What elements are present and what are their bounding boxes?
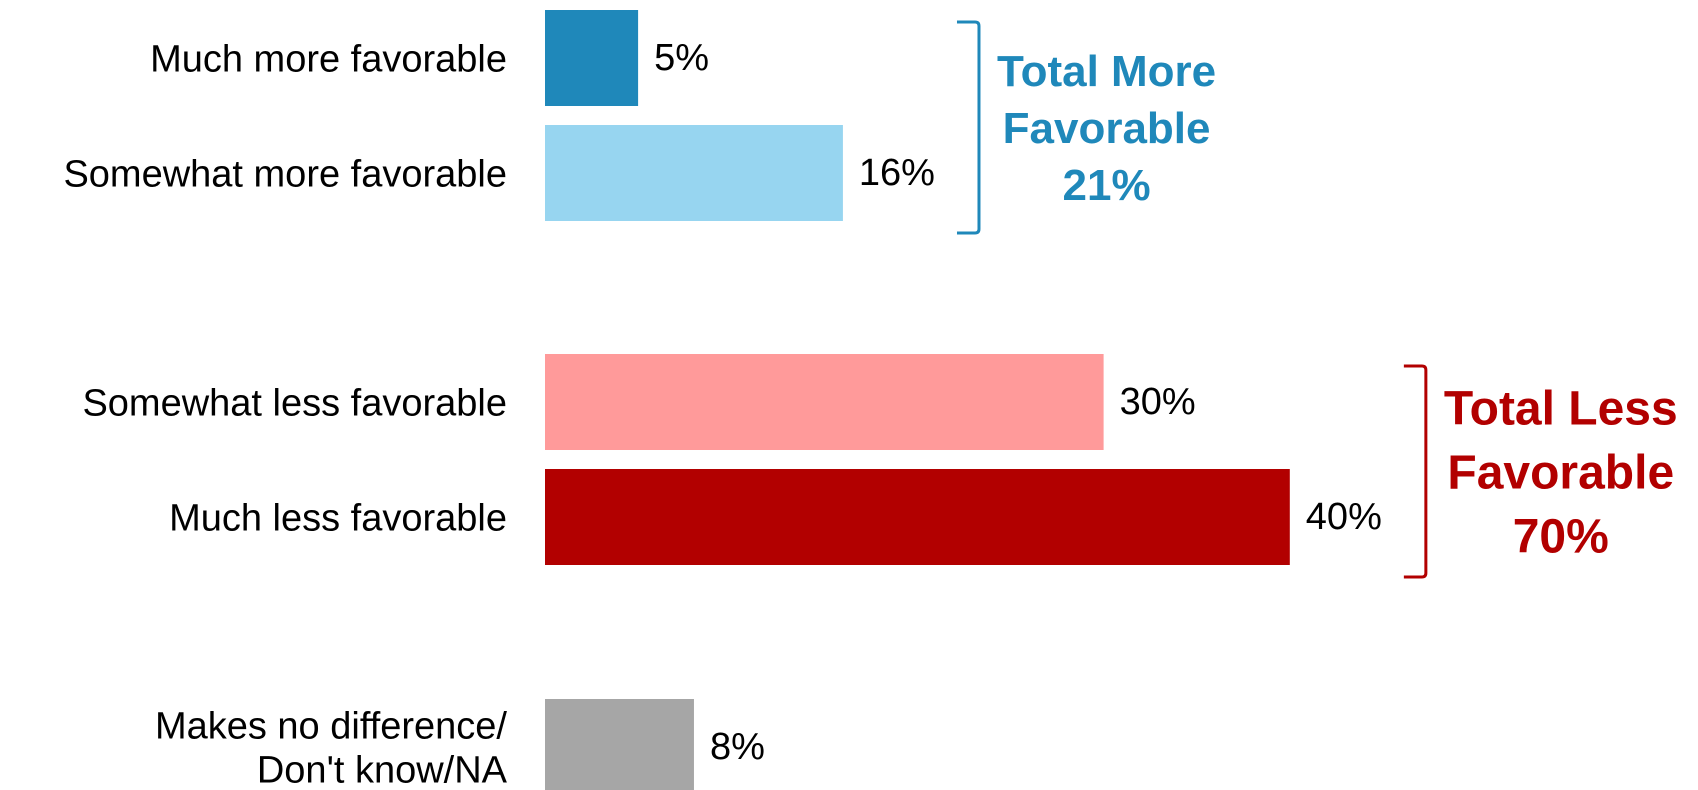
category-label-somewhat-less-favorable: Somewhat less favorable bbox=[82, 382, 507, 424]
group-label-line: Favorable bbox=[1003, 104, 1211, 153]
bars-layer bbox=[545, 10, 1290, 790]
labels-layer: 5% Much more favorable 16% Somewhat more fa… bbox=[63, 37, 1381, 790]
group-label-1: Total Less Favorable 70% bbox=[1444, 382, 1678, 563]
bar-much-more-favorable bbox=[545, 10, 639, 106]
group-bracket-1 bbox=[1403, 364, 1428, 579]
value-label-makes-no-difference-don-t-know-na: 8% bbox=[710, 726, 765, 768]
group-label-line: 21% bbox=[1063, 161, 1151, 210]
value-label-much-more-favorable: 5% bbox=[654, 37, 709, 79]
group-brackets-layer: Total More Favorable 21% Total Less Favorabl… bbox=[956, 20, 1678, 579]
category-label-line: Makes no difference/ bbox=[155, 705, 507, 747]
bar-somewhat-less-favorable bbox=[545, 354, 1104, 450]
bar-much-less-favorable bbox=[545, 469, 1290, 565]
category-label-line: Somewhat more favorable bbox=[63, 153, 507, 195]
category-label-line: Much less favorable bbox=[169, 497, 507, 539]
category-label-much-more-favorable: Much more favorable bbox=[150, 38, 507, 80]
value-label-much-less-favorable: 40% bbox=[1306, 496, 1382, 538]
group-label-0: Total More Favorable 21% bbox=[997, 47, 1216, 210]
group-label-line: Favorable bbox=[1447, 446, 1674, 499]
group-label-line: Total More bbox=[997, 47, 1216, 96]
category-label-line: Much more favorable bbox=[150, 38, 507, 80]
value-label-somewhat-more-favorable: 16% bbox=[859, 152, 935, 194]
category-label-somewhat-more-favorable: Somewhat more favorable bbox=[63, 153, 507, 195]
group-label-line: Total Less bbox=[1444, 382, 1678, 435]
group-bracket-0 bbox=[956, 20, 981, 235]
category-label-line: Don't know/NA bbox=[257, 749, 508, 790]
value-label-somewhat-less-favorable: 30% bbox=[1120, 381, 1196, 423]
bar-makes-no-difference-don-t-know-na bbox=[545, 699, 694, 790]
bar-somewhat-more-favorable bbox=[545, 125, 843, 221]
category-label-much-less-favorable: Much less favorable bbox=[169, 497, 507, 539]
category-label-line: Somewhat less favorable bbox=[82, 382, 507, 424]
group-label-line: 70% bbox=[1513, 510, 1609, 563]
category-label-makes-no-difference-don-t-know-na: Makes no difference/Don't know/NA bbox=[155, 705, 508, 790]
